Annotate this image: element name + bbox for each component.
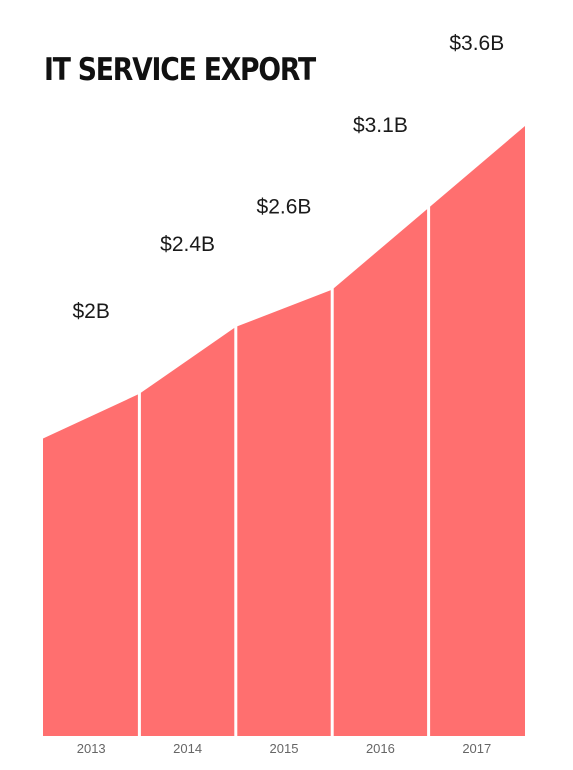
area-segment-2016 (332, 207, 429, 736)
chart-title: IT SERVICE EXPORT (44, 52, 316, 88)
area-segment-2013 (43, 393, 140, 736)
area-segment-2015 (235, 289, 333, 736)
data-labels: $2B $2.4B $2.6B $3.1B $3.6B (73, 32, 505, 323)
x-tick-label-2015: 2015 (270, 741, 299, 756)
data-label-2017: $3.6B (449, 32, 504, 55)
segment-separators (137, 205, 431, 736)
x-tick-label-2014: 2014 (173, 741, 202, 756)
data-label-2015: $2.6B (257, 196, 312, 219)
data-label-2014: $2.4B (160, 233, 215, 256)
area-segment-2017 (428, 126, 525, 736)
x-tick-label-2013: 2013 (77, 741, 106, 756)
x-axis-ticks: 2013 2014 2015 2016 2017 (77, 741, 492, 756)
area-segment-2014 (139, 326, 236, 736)
data-label-2013: $2B (73, 300, 110, 323)
x-tick-label-2017: 2017 (462, 741, 491, 756)
data-label-2016: $3.1B (353, 114, 408, 137)
x-tick-label-2016: 2016 (366, 741, 395, 756)
area-segments (43, 126, 525, 736)
